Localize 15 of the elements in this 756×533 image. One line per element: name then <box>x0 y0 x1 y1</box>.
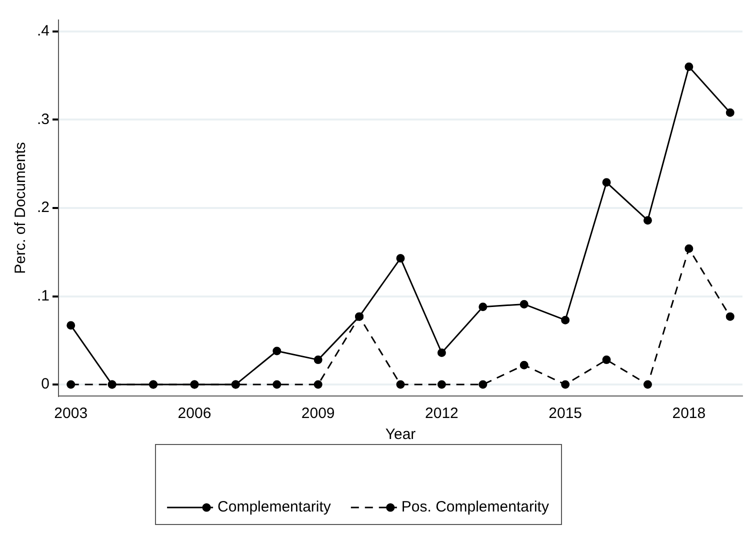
y-tick-label: .4 <box>36 22 50 40</box>
x-tick-label: 2006 <box>178 405 212 422</box>
x-tick-label: 2009 <box>301 405 335 422</box>
x-tick-label: 2012 <box>425 405 458 422</box>
legend-label: Complementarity <box>218 498 332 516</box>
x-tick-label: 2003 <box>54 405 88 422</box>
x-tick-label: 2015 <box>548 405 582 422</box>
y-tick-label: 0 <box>41 376 50 393</box>
x-tick-label: 2018 <box>672 405 706 422</box>
y-tick-label: .3 <box>36 110 50 128</box>
legend-label: Pos. Complementarity <box>401 498 550 516</box>
y-tick-label: .1 <box>36 287 50 304</box>
y-axis-title: Perc. of Documents <box>12 142 30 274</box>
x-axis-title: Year <box>385 426 416 444</box>
y-tick-label: .2 <box>36 199 50 216</box>
